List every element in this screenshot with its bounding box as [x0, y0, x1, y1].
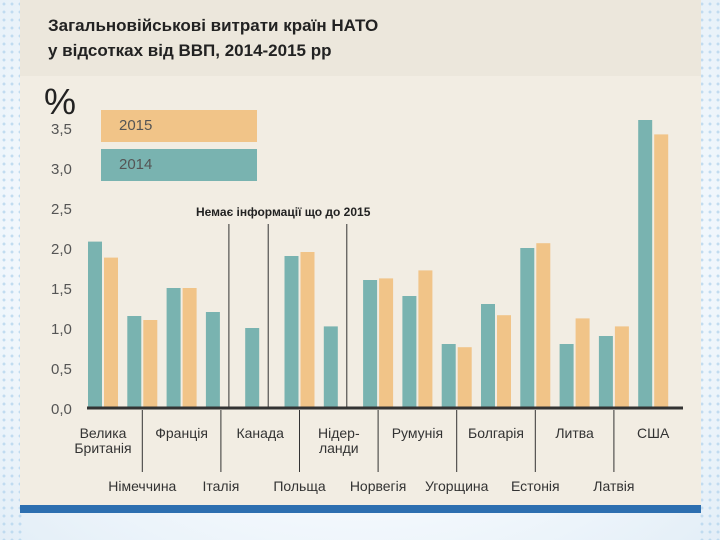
bar-2015: [182, 288, 197, 408]
bar-2015: [457, 347, 472, 408]
chart-title-line-1: Загальновійськові витрати країн НАТО: [48, 16, 379, 35]
bar-2014: [127, 316, 142, 408]
dot-pattern-right: [698, 0, 720, 540]
y-tick-label: 1,0: [51, 321, 72, 338]
x-tick-label: Британія: [74, 440, 131, 456]
bar-2015: [300, 252, 315, 408]
bar-2014: [598, 336, 613, 408]
bar-2015: [497, 315, 511, 408]
y-tick-label: 2,5: [51, 201, 72, 218]
no-data-annotation: Немає інформації що до 2015: [196, 205, 371, 219]
x-tick-label: Польща: [273, 478, 326, 494]
bar-2014: [363, 280, 378, 408]
bar-2014: [441, 344, 456, 408]
y-tick-label: 3,5: [51, 121, 72, 138]
bar-2015: [614, 326, 629, 408]
x-tick-label: Франція: [155, 425, 208, 441]
bar-2015: [418, 270, 433, 408]
bar-2014: [88, 241, 102, 408]
x-tick-label: Нідер-: [318, 425, 360, 441]
x-tick-label: США: [637, 425, 670, 441]
bar-2014: [166, 288, 181, 408]
bar-2015: [654, 134, 669, 408]
y-axis-label: %: [44, 81, 76, 122]
x-tick-label: Угорщина: [425, 478, 489, 494]
bar-2015: [143, 320, 158, 408]
x-tick-label: Естонія: [511, 478, 560, 494]
bar-2014: [205, 312, 220, 408]
legend-item-2015: 2015: [101, 110, 257, 142]
x-tick-label: Румунія: [392, 425, 443, 441]
bar-2015: [104, 257, 118, 408]
bar-2014: [481, 304, 495, 408]
bar-2014: [323, 326, 338, 408]
x-tick-label: Литва: [555, 425, 594, 441]
x-tick-label: Німеччина: [108, 478, 176, 494]
x-tick-label: Латвія: [593, 478, 634, 494]
bar-2014: [638, 120, 653, 408]
y-tick-label: 2,0: [51, 241, 72, 258]
bottom-accent-bar: [20, 505, 701, 513]
bar-2014: [284, 256, 299, 408]
bar-2015: [575, 318, 590, 408]
bar-2015: [379, 278, 394, 408]
x-tick-label: Велика: [80, 425, 127, 441]
bar-2015: [536, 243, 551, 408]
x-tick-label: Норвегія: [350, 478, 407, 494]
y-tick-label: 0,5: [51, 361, 72, 378]
chart-title-line-2: у відсотках від ВВП, 2014-2015 рр: [48, 41, 332, 60]
chart-panel: [20, 0, 701, 513]
x-tick-label: ланди: [319, 440, 359, 456]
y-tick-label: 0,0: [51, 401, 72, 418]
legend-item-2014: 2014: [101, 149, 257, 181]
dot-pattern-left: [0, 0, 22, 540]
title-block: [20, 0, 701, 76]
x-tick-label: Болгарія: [468, 425, 524, 441]
x-tick-label: Канада: [236, 425, 284, 441]
bar-2014: [245, 328, 260, 408]
bar-2014: [559, 344, 574, 408]
bar-2014: [520, 248, 535, 408]
y-tick-label: 1,5: [51, 281, 72, 298]
y-tick-label: 3,0: [51, 161, 72, 178]
x-tick-label: Італія: [203, 478, 240, 494]
bar-2014: [402, 296, 417, 408]
